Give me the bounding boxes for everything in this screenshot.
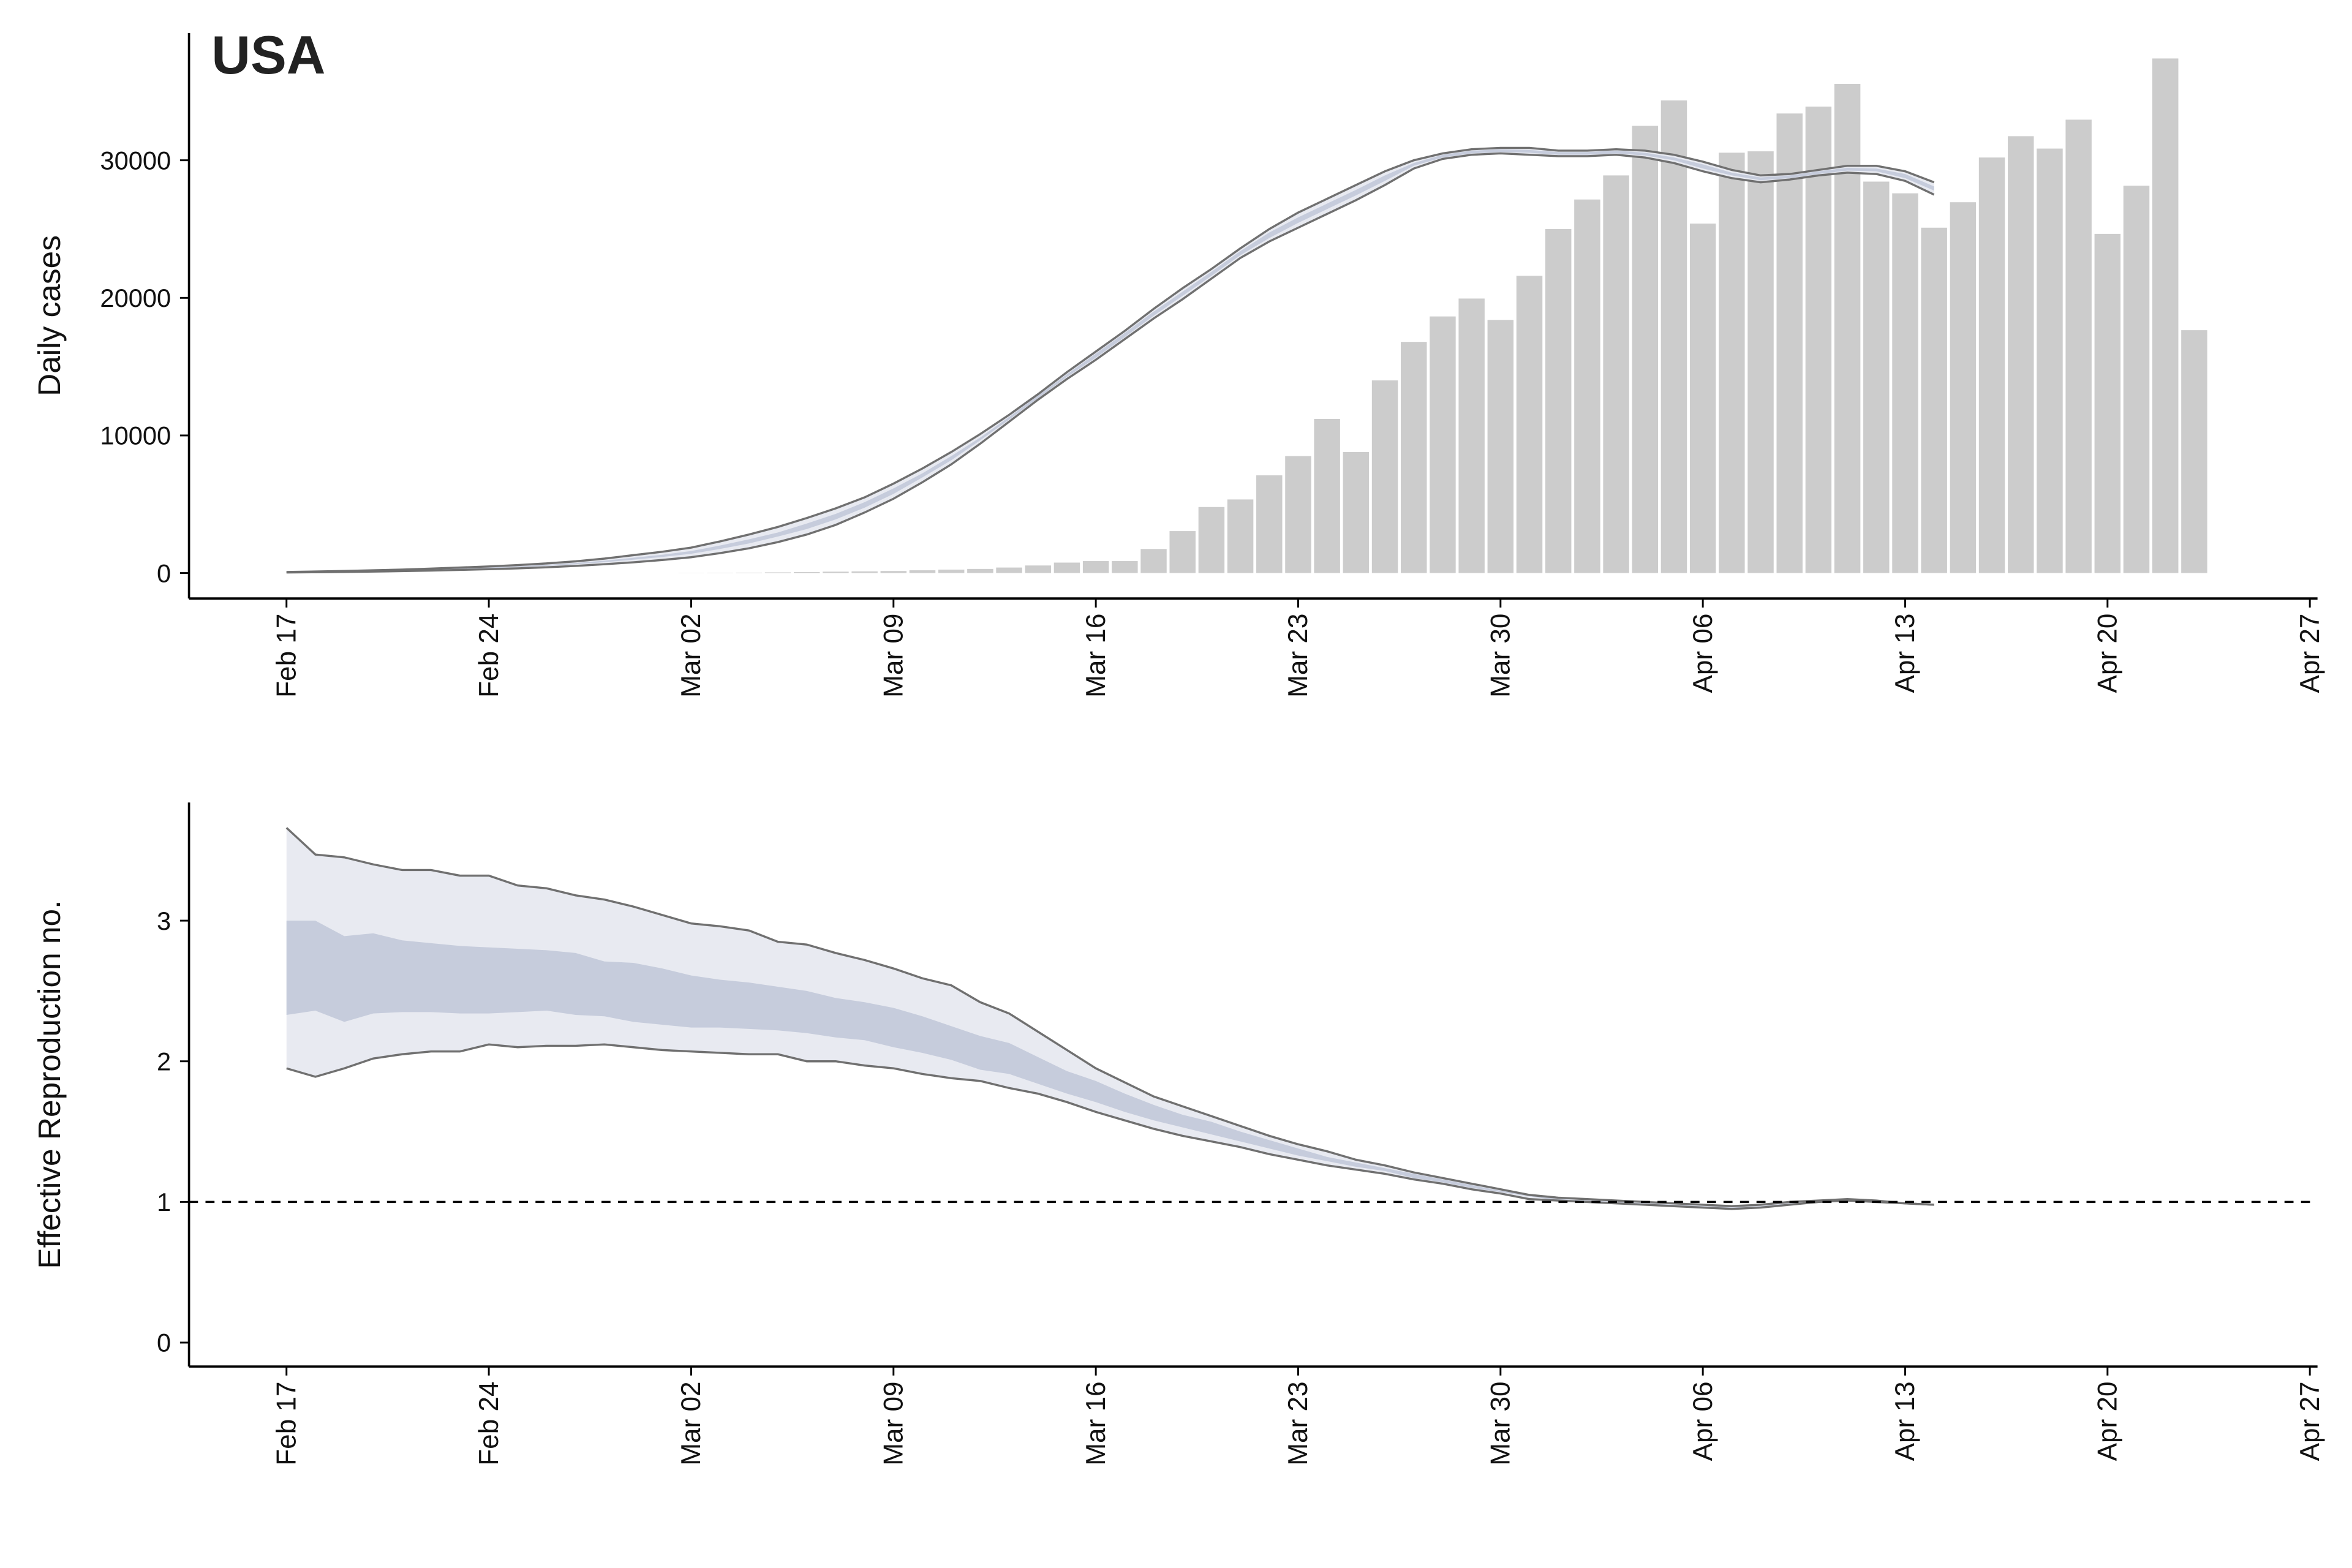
x-tick-label: Apr 27 <box>2295 614 2325 693</box>
bar <box>1256 475 1283 573</box>
bar <box>1660 100 1687 573</box>
x-tick-label: Mar 23 <box>1283 1382 1313 1466</box>
bar <box>1314 418 1340 573</box>
bar <box>2094 233 2121 573</box>
x-tick-label: Apr 27 <box>2295 1382 2325 1461</box>
x-tick-label: Apr 20 <box>2093 1382 2123 1461</box>
bar <box>1430 316 1456 573</box>
x-tick-label: Feb 17 <box>271 1382 301 1466</box>
x-tick-label: Mar 30 <box>1486 614 1516 698</box>
bar <box>1025 565 1051 573</box>
y-tick-label: 30000 <box>100 146 171 175</box>
x-tick-label: Apr 13 <box>1890 1382 1920 1461</box>
bar <box>909 570 936 573</box>
bar <box>996 567 1022 573</box>
x-tick-label: Mar 02 <box>676 1382 706 1466</box>
chart-title: USA <box>211 24 325 85</box>
x-tick-label: Mar 23 <box>1283 614 1313 698</box>
bar <box>1689 224 1716 573</box>
bar <box>1805 107 1832 573</box>
x-tick-label: Mar 09 <box>878 1382 908 1466</box>
interval-band <box>286 921 1934 1209</box>
interval-band <box>286 827 1934 1209</box>
bar <box>1169 531 1196 573</box>
y-axis-label: Effective Reproduction no. <box>31 900 67 1269</box>
bar <box>880 571 907 573</box>
bar <box>2065 119 2092 573</box>
bar <box>1574 199 1600 573</box>
bar <box>1371 380 1398 573</box>
interval-band <box>286 149 1934 573</box>
band-edge-line <box>286 152 1935 574</box>
x-tick-label: Apr 06 <box>1688 614 1718 693</box>
bar <box>1834 83 1861 573</box>
x-tick-label: Feb 17 <box>271 614 301 698</box>
bar <box>1603 175 1629 573</box>
bar <box>764 572 791 573</box>
bar <box>1458 298 1485 573</box>
y-tick-label: 3 <box>157 907 171 935</box>
bar <box>1487 320 1514 573</box>
bar <box>2152 58 2179 573</box>
x-tick-label: Mar 16 <box>1081 1382 1111 1466</box>
x-tick-label: Feb 24 <box>474 1382 504 1466</box>
y-tick-label: 1 <box>157 1188 171 1216</box>
x-tick-label: Mar 16 <box>1081 614 1111 698</box>
bar <box>1978 157 2005 573</box>
bar <box>2123 186 2150 573</box>
y-tick-label: 10000 <box>100 421 171 450</box>
bar <box>1516 276 1543 573</box>
bar <box>1545 228 1572 573</box>
bar <box>2037 148 2063 573</box>
bar <box>1747 151 1774 573</box>
bar <box>1950 202 1977 573</box>
y-axis-label: Daily cases <box>31 235 67 396</box>
bar <box>823 571 849 573</box>
bar <box>967 568 993 573</box>
y-tick-label: 20000 <box>100 284 171 312</box>
x-tick-label: Apr 06 <box>1688 1382 1718 1461</box>
bar <box>1719 153 1745 573</box>
bar <box>2181 330 2207 573</box>
bar <box>1632 126 1659 573</box>
bar <box>1140 549 1167 573</box>
bar <box>1112 561 1138 573</box>
bar <box>1776 113 1803 573</box>
bar <box>1863 181 1890 573</box>
bar <box>851 571 878 573</box>
y-tick-label: 0 <box>157 559 171 587</box>
x-tick-label: Feb 24 <box>474 614 504 698</box>
bar <box>1343 451 1370 573</box>
bar <box>1198 507 1225 573</box>
x-tick-label: Mar 30 <box>1486 1382 1516 1466</box>
y-tick-label: 2 <box>157 1047 171 1076</box>
y-tick-label: 0 <box>157 1329 171 1357</box>
x-tick-label: Apr 13 <box>1890 614 1920 693</box>
bar <box>1892 193 1918 573</box>
bar <box>1082 561 1109 573</box>
x-tick-label: Mar 09 <box>878 614 908 698</box>
x-tick-label: Apr 20 <box>2093 614 2123 693</box>
bar <box>1054 562 1080 573</box>
bar <box>1401 342 1427 573</box>
bar <box>2008 136 2034 573</box>
interval-band <box>286 148 1934 573</box>
bar <box>938 569 965 573</box>
band-edge-line <box>286 1043 1934 1210</box>
bar <box>1921 227 1947 573</box>
bar <box>1227 499 1254 573</box>
bar <box>1285 456 1311 573</box>
bar <box>793 572 820 573</box>
x-tick-label: Mar 02 <box>676 614 706 698</box>
band-edge-line <box>286 146 1935 573</box>
